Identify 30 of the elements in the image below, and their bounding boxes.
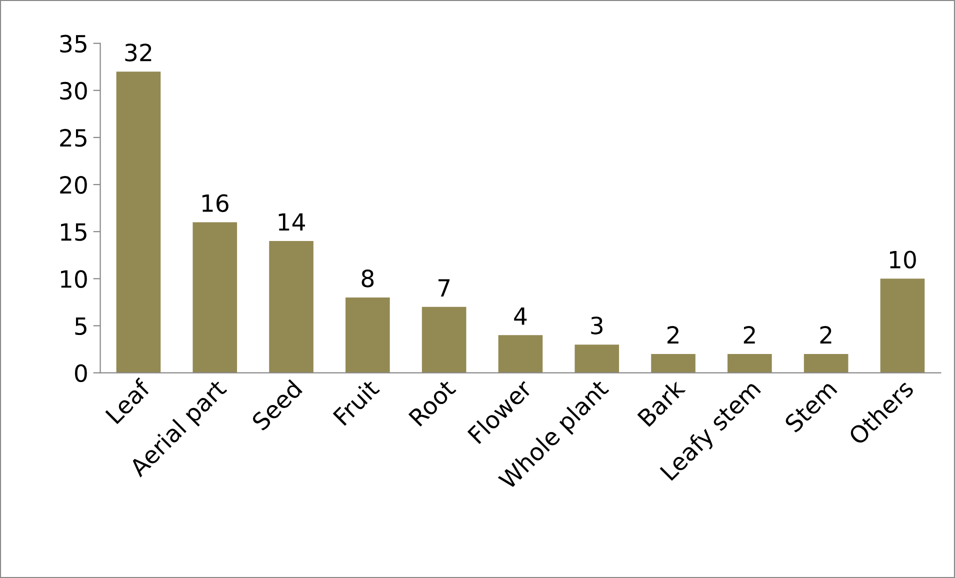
bar <box>269 241 314 373</box>
bar <box>728 354 772 373</box>
bar <box>804 354 848 373</box>
bar <box>574 344 620 373</box>
y-tick-label: 15 <box>61 223 86 241</box>
data-label: 2 <box>744 326 755 344</box>
y-tick-label: 25 <box>60 128 86 147</box>
bar <box>192 222 238 373</box>
bar <box>880 278 925 373</box>
y-tick-label: 20 <box>60 176 87 194</box>
bar <box>651 354 696 373</box>
y-tick-label: 5 <box>75 318 86 336</box>
data-label: 4 <box>514 307 527 325</box>
y-tick-label: 0 <box>75 364 87 382</box>
bar <box>422 306 466 373</box>
data-label: 16 <box>202 194 228 212</box>
data-label: 3 <box>591 316 602 334</box>
y-tick-label: 35 <box>60 34 86 53</box>
data-label: 7 <box>438 279 450 296</box>
data-label: 8 <box>362 270 374 288</box>
data-label: 2 <box>820 326 832 344</box>
bar <box>346 298 390 373</box>
data-label: 14 <box>278 213 305 231</box>
bar <box>498 335 543 373</box>
data-label: 32 <box>125 44 152 62</box>
y-tick-label: 30 <box>60 82 87 100</box>
bar <box>116 72 161 373</box>
data-label: 2 <box>667 326 678 344</box>
y-tick-label: 10 <box>61 270 87 288</box>
data-label: 10 <box>890 250 916 269</box>
